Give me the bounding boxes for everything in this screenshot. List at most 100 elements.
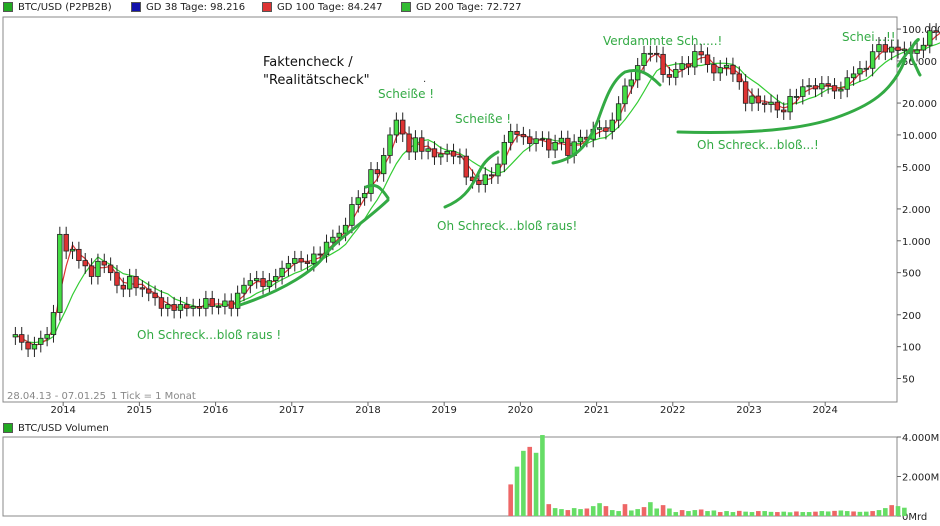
legend-volume: BTC/USD Volumen [3, 421, 109, 435]
y-tick-label: 100 [902, 343, 921, 354]
candle [717, 60, 723, 81]
candle [209, 290, 215, 315]
candle [203, 290, 209, 317]
volume-bar [730, 512, 736, 516]
arrow-head-4 [896, 37, 922, 77]
candle [793, 88, 800, 105]
volume-y-tick-label: 2.000Mrd [902, 473, 940, 484]
candle [533, 131, 539, 152]
candle [120, 277, 127, 298]
volume-bar [756, 511, 761, 516]
candle [152, 285, 158, 306]
candle [888, 39, 895, 61]
candle [774, 94, 781, 119]
arrow-stroke-1 [238, 198, 390, 307]
legend-main-label: BTC/USD (P2PB2B) [18, 1, 112, 13]
candle [133, 268, 139, 296]
candle [711, 56, 717, 81]
candle [819, 76, 825, 97]
candle [476, 173, 482, 193]
volume-bar [768, 511, 774, 516]
candle [787, 88, 793, 120]
volume-bar [825, 511, 831, 516]
volume-bar [546, 504, 552, 516]
candle [355, 190, 361, 213]
volume-layer: 0Mrd 2.000Mrd 4.000Mrd [2, 433, 940, 523]
x-tick-label: 2024 [812, 405, 837, 416]
arrow-stroke-4 [676, 58, 907, 134]
candle [882, 37, 889, 61]
candle [158, 290, 165, 317]
candle [647, 45, 654, 62]
volume-y-tick-label: 4.000Mrd [902, 433, 940, 444]
candle [850, 66, 857, 86]
candle [69, 241, 76, 260]
volume-bar [622, 504, 628, 516]
candle [171, 296, 177, 319]
volume-bar [705, 511, 710, 516]
legend-gd100-swatch [262, 2, 272, 12]
y-tick-label: 50 [902, 375, 915, 386]
candle [558, 130, 565, 151]
volume-bar [724, 511, 729, 516]
candle [342, 217, 349, 242]
candle [361, 185, 368, 206]
volume-bar [578, 509, 583, 516]
volume-bar [603, 506, 609, 516]
candle [298, 250, 304, 271]
candle [831, 78, 838, 100]
annotation-schreck-1: Oh Schreck...bloß raus ! [137, 328, 281, 342]
volume-bar [717, 512, 723, 516]
candle [139, 280, 146, 298]
candle [196, 298, 203, 317]
candle [425, 141, 431, 160]
volume-bar [679, 510, 685, 516]
candle [177, 296, 184, 319]
volume-bar [616, 511, 621, 516]
y-tick-label: 2.000 [902, 205, 931, 216]
candle [825, 76, 831, 94]
candle [165, 296, 171, 317]
annotation-schreck-3: Oh Schreck...bloß...! [697, 138, 819, 152]
volume-bar [838, 510, 844, 516]
volume-frame [2, 436, 898, 517]
volume-bar [844, 511, 850, 516]
candle [514, 123, 520, 143]
candle [431, 141, 438, 165]
candle [126, 268, 133, 298]
x-tick-label: 2020 [508, 405, 533, 416]
candle [228, 293, 234, 317]
candle [107, 257, 114, 281]
candle [12, 326, 19, 345]
candle [660, 46, 666, 83]
candle [869, 44, 876, 77]
volume-bar [787, 512, 793, 516]
volume-bar [883, 508, 888, 516]
candle [114, 265, 120, 294]
ma100-line [15, 32, 940, 346]
candle [501, 134, 508, 173]
candle [914, 42, 920, 62]
ma100-line-layer [15, 32, 940, 346]
volume-bar [736, 510, 742, 516]
candle [412, 130, 419, 160]
volume-bar [635, 509, 640, 516]
candle [654, 45, 660, 63]
arrow-stroke-3 [551, 69, 662, 165]
candle [577, 129, 584, 150]
candle [634, 57, 641, 88]
candle [406, 126, 412, 160]
volume-bar [876, 510, 882, 516]
volume-bar [660, 505, 666, 516]
candle [247, 273, 254, 294]
candle [679, 56, 685, 78]
candle [615, 96, 622, 129]
candle [844, 70, 850, 98]
candle [876, 37, 882, 60]
candle [622, 78, 628, 112]
legend-volume-label: BTC/USD Volumen [18, 422, 109, 434]
candle [692, 43, 698, 76]
candle [666, 66, 673, 86]
